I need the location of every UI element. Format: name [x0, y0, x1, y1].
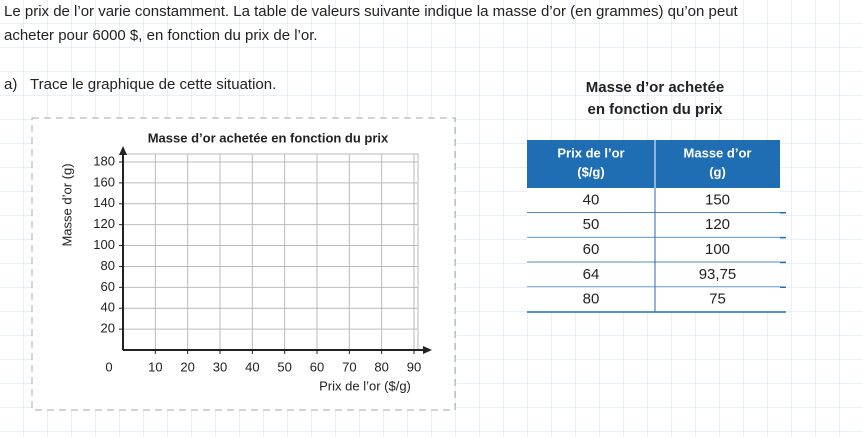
- x-axis-label: Prix de l’or ($/g): [319, 378, 411, 393]
- chart: 20 40 60 80 100 120 140 160 180 10 20 30 40 50 60 70 80 9…: [59, 130, 432, 393]
- table-header: [527, 140, 780, 188]
- table-title: en fonction du prix: [588, 101, 724, 118]
- y-tick-label: 100: [93, 237, 115, 252]
- x-tick-label: 80: [374, 359, 388, 374]
- table-cell: 64: [583, 266, 600, 283]
- x-arrow: [423, 346, 432, 354]
- x-tick-label: 20: [180, 359, 194, 374]
- x-tick-label: 30: [213, 359, 227, 374]
- table-row: [527, 237, 780, 263]
- x-tick-label: 40: [245, 359, 259, 374]
- table-cell: 150: [705, 191, 730, 208]
- y-tick-label: 80: [101, 258, 115, 273]
- table-cell: 40: [583, 191, 600, 208]
- x-tick-label: 90: [407, 359, 421, 374]
- table-row: [527, 212, 780, 238]
- intro-line: Le prix de l’or varie constamment. La ta…: [4, 3, 739, 20]
- origin-label: 0: [105, 359, 112, 374]
- table-cell: 75: [709, 291, 726, 308]
- plot-area: [122, 153, 419, 351]
- y-tick-label: 120: [93, 216, 115, 231]
- table-row: [527, 188, 780, 213]
- table-cell: 60: [583, 241, 600, 258]
- y-tick-label: 160: [93, 174, 115, 189]
- table-row: [527, 262, 780, 288]
- question-text: Trace le graphique de cette situation.: [30, 76, 276, 93]
- table-header-cell: Masse d’or: [684, 145, 752, 160]
- y-axis-label: Masse d’or (g): [59, 163, 74, 246]
- table-row: [527, 287, 780, 312]
- table-cell: 93,75: [699, 266, 737, 283]
- table-cell: 50: [583, 216, 600, 233]
- x-tick-label: 10: [148, 359, 162, 374]
- x-tick-label: 70: [342, 359, 356, 374]
- y-tick-label: 180: [93, 153, 115, 168]
- table-header-cell: (g): [709, 164, 726, 179]
- y-tick-label: 60: [101, 279, 115, 294]
- x-tick-label: 60: [310, 359, 324, 374]
- table-title: Masse d’or achetée: [586, 79, 724, 96]
- x-tick-label: 50: [277, 359, 291, 374]
- table-cell: 80: [583, 291, 600, 308]
- table-header-cell: ($/g): [577, 164, 604, 179]
- intro-line: acheter pour 6000 $, en fonction du prix…: [4, 27, 318, 44]
- table-cell: 120: [705, 216, 730, 233]
- question-label: a): [4, 76, 17, 93]
- y-tick-label: 140: [93, 195, 115, 210]
- table-header-cell: Prix de l’or: [557, 145, 624, 160]
- chart-title: Masse d’or achetée en fonction du prix: [148, 130, 389, 145]
- y-tick-label: 20: [101, 321, 115, 336]
- table-cell: 100: [705, 241, 730, 258]
- y-arrow: [119, 146, 127, 155]
- y-tick-label: 40: [101, 300, 115, 315]
- table: Masse d’or achetée en fonction du prix Pri…: [527, 79, 786, 313]
